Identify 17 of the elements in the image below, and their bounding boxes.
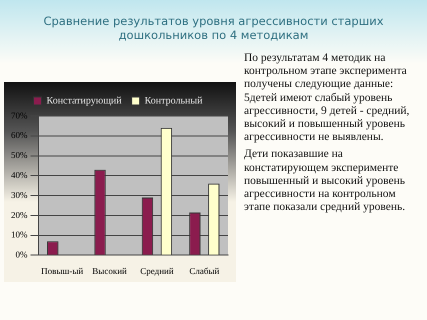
x-tick-label: Средний [140,266,174,276]
y-tick-label: 10% [10,230,28,240]
text: Дети показавшие на констатирующем эксперименте повышенный и высокий уровень агрессивности на контрольном этапе показали средний уровень. [244,148,406,214]
y-tick-label: 50% [10,150,28,160]
y-tick-label: 20% [10,210,28,220]
text: По результатам 4 методик на контрольном этапе эксперимента получены следующие данные: 5детей имеют слабый уровень агрессивности, 9 детей - средний, высокий и повышенный уровень агрессивности не выявлены. [244,52,410,144]
x-tick-label: Слабый [189,266,220,276]
y-tick-label: 70% [10,110,28,120]
chart-title: Сравнение результатов уровня агрессивности старших дошкольников по 4 методикам [42,14,385,42]
y-tick-label: 40% [10,170,28,180]
y-tick-label: 60% [10,130,28,140]
y-tick-label: 0% [15,250,28,260]
x-tick-label: Повыш-ый [41,266,84,276]
y-tick-label: 30% [10,190,28,200]
x-tick-label: Высокий [92,266,128,276]
legend-label: Контрольный [144,96,204,107]
legend-label: Констатирующий [46,96,122,107]
